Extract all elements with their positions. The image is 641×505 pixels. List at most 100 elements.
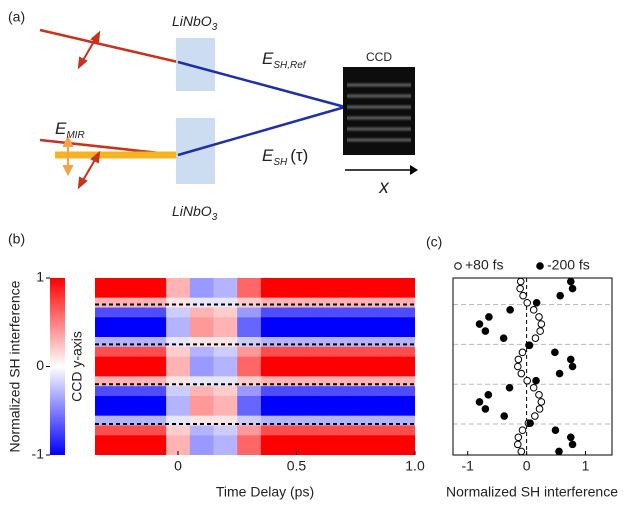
data-point bbox=[514, 363, 521, 370]
heatmap-cell bbox=[166, 327, 190, 337]
heatmap-cell bbox=[308, 278, 332, 288]
heatmap-cell bbox=[190, 445, 214, 455]
heatmap-cell bbox=[166, 435, 190, 445]
heatmap-cell bbox=[308, 337, 332, 347]
heatmap-cell bbox=[356, 298, 380, 308]
heatmap-cell bbox=[261, 337, 285, 347]
colorbar-label: Normalized SH interference bbox=[7, 280, 23, 452]
data-point bbox=[569, 441, 576, 448]
heatmap-cell bbox=[285, 357, 309, 367]
heatmap-cell bbox=[214, 308, 238, 318]
heatmap-cell bbox=[214, 278, 238, 288]
heatmap-cell bbox=[379, 298, 403, 308]
heatmap-cell bbox=[285, 317, 309, 327]
data-point bbox=[501, 413, 508, 420]
field-label: EMIR bbox=[55, 119, 85, 140]
heatmap-cell bbox=[142, 357, 166, 367]
heatmap-cell bbox=[332, 367, 356, 377]
heatmap-cell bbox=[356, 386, 380, 396]
x-tick-label: 0 bbox=[174, 458, 182, 474]
heatmap-cell bbox=[261, 288, 285, 298]
heatmap-cell bbox=[95, 367, 119, 377]
heatmap-cell bbox=[166, 386, 190, 396]
heatmap-cell bbox=[379, 396, 403, 406]
heatmap-cell bbox=[285, 435, 309, 445]
data-point bbox=[536, 406, 543, 413]
data-point bbox=[517, 278, 524, 285]
heatmap-cell bbox=[332, 435, 356, 445]
data-point bbox=[552, 349, 559, 356]
legend-marker bbox=[537, 263, 544, 270]
heatmap-cell bbox=[261, 367, 285, 377]
heatmap-cell bbox=[119, 435, 143, 445]
panel-label: (c) bbox=[426, 234, 442, 250]
heatmap-cell bbox=[119, 327, 143, 337]
heatmap-cell bbox=[237, 317, 261, 327]
polarization-arrow bbox=[79, 33, 99, 187]
label-sub: SH,Ref bbox=[273, 60, 306, 71]
heatmap-cell bbox=[142, 347, 166, 357]
field-label: ESH(τ) bbox=[262, 146, 308, 167]
heatmap-cell bbox=[379, 317, 403, 327]
data-point bbox=[485, 392, 492, 399]
heatmap-cell bbox=[308, 426, 332, 436]
data-point bbox=[536, 314, 543, 321]
heatmap-cell bbox=[356, 396, 380, 406]
heatmap-cell bbox=[190, 406, 214, 416]
data-point bbox=[482, 406, 489, 413]
heatmap-cell bbox=[166, 288, 190, 298]
label-sub: 3 bbox=[212, 212, 218, 223]
heatmap-cell bbox=[261, 317, 285, 327]
heatmap-cell bbox=[119, 445, 143, 455]
heatmap-cell bbox=[190, 367, 214, 377]
heatmap-cell bbox=[403, 367, 427, 377]
heatmap-cell bbox=[95, 396, 119, 406]
heatmap-cell bbox=[95, 445, 119, 455]
heatmap-cell bbox=[285, 347, 309, 357]
data-point bbox=[476, 399, 483, 406]
label-tail: (τ) bbox=[290, 146, 308, 165]
legend-marker bbox=[455, 263, 462, 270]
heatmap-cell bbox=[214, 445, 238, 455]
heatmap-cell bbox=[261, 327, 285, 337]
heatmap-cell bbox=[403, 327, 427, 337]
heatmap-cell bbox=[237, 426, 261, 436]
heatmap-cell bbox=[332, 445, 356, 455]
heatmap-cell bbox=[142, 308, 166, 318]
heatmap-cell bbox=[95, 327, 119, 337]
label-main: LiNbO bbox=[172, 13, 212, 29]
data-point bbox=[552, 427, 559, 434]
heatmap-cell bbox=[356, 357, 380, 367]
heatmap-cell bbox=[190, 386, 214, 396]
field-label: ESH,Ref bbox=[262, 49, 307, 70]
heatmap-cell bbox=[308, 347, 332, 357]
data-point bbox=[533, 377, 540, 384]
heatmap-cell bbox=[308, 367, 332, 377]
label-main: E bbox=[262, 146, 274, 165]
legend-label: +80 fs bbox=[465, 257, 504, 273]
heatmap-cell bbox=[356, 435, 380, 445]
data-point bbox=[486, 314, 493, 321]
heatmap-cell bbox=[190, 288, 214, 298]
heatmap-cell bbox=[285, 396, 309, 406]
heatmap-cell bbox=[214, 288, 238, 298]
fringe bbox=[347, 115, 411, 121]
data-point bbox=[567, 434, 574, 441]
data-point bbox=[524, 377, 531, 384]
heatmap-cell bbox=[403, 426, 427, 436]
heatmap-cell bbox=[403, 288, 427, 298]
heatmap-cell bbox=[332, 317, 356, 327]
heatmap-cell bbox=[95, 288, 119, 298]
data-point bbox=[533, 299, 540, 306]
heatmap-cell bbox=[356, 308, 380, 318]
heatmap-cell bbox=[356, 337, 380, 347]
heatmap-cell bbox=[166, 406, 190, 416]
heatmap-cell bbox=[119, 308, 143, 318]
data-point bbox=[500, 335, 507, 342]
heatmap-cell bbox=[379, 435, 403, 445]
data-point bbox=[569, 363, 576, 370]
heatmap-cell bbox=[332, 406, 356, 416]
heatmap-cell bbox=[119, 396, 143, 406]
heatmap-cell bbox=[332, 396, 356, 406]
colorbar-tick-label: 0 bbox=[36, 357, 44, 373]
